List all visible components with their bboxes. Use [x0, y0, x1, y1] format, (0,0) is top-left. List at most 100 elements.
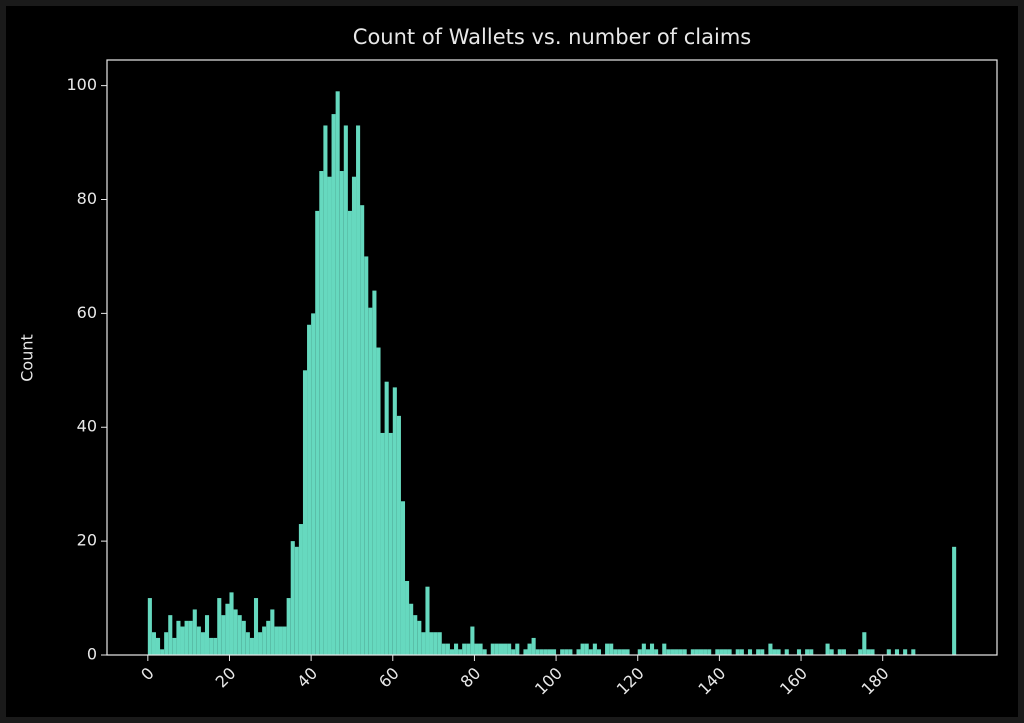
bar [886, 649, 891, 655]
bar [511, 649, 516, 655]
bar [474, 643, 479, 655]
bar [641, 643, 646, 655]
bar [776, 649, 781, 655]
bar [490, 643, 495, 655]
bar [715, 649, 720, 655]
bar [200, 632, 205, 655]
bar [380, 432, 385, 655]
bar [580, 643, 585, 655]
bar [233, 609, 238, 655]
bar [441, 643, 446, 655]
bar [360, 205, 365, 655]
bar [592, 643, 597, 655]
bar [298, 524, 303, 655]
bar [384, 381, 389, 655]
bar [368, 307, 373, 655]
bar [503, 643, 508, 655]
bar [609, 643, 614, 655]
bar [637, 649, 642, 655]
bar [768, 643, 773, 655]
bar [400, 501, 406, 655]
bar [335, 91, 340, 655]
y-tick-label: 0 [87, 645, 97, 664]
bar [498, 643, 504, 655]
bar [809, 649, 814, 655]
bar [151, 632, 156, 655]
bar [560, 649, 565, 655]
chart-title: Count of Wallets vs. number of claims [353, 25, 751, 49]
y-tick-label: 100 [66, 75, 97, 94]
bar [462, 643, 467, 655]
bar [747, 649, 753, 655]
bar [192, 609, 197, 655]
bar [343, 125, 348, 656]
bar [588, 649, 593, 655]
bar [286, 598, 291, 655]
bar [576, 649, 581, 655]
bar [331, 114, 336, 655]
bar [703, 649, 708, 655]
bar [605, 643, 610, 655]
bar [262, 626, 267, 655]
bar [662, 643, 667, 655]
bar [739, 649, 744, 655]
bar [527, 643, 532, 655]
bar [392, 387, 397, 655]
bar [433, 632, 438, 655]
bar [155, 637, 161, 655]
bar [237, 615, 242, 655]
bar [327, 176, 332, 656]
bar [617, 649, 622, 655]
bar [862, 632, 867, 655]
bar [666, 649, 671, 655]
bar [760, 649, 765, 655]
bar [719, 649, 724, 655]
bar [405, 580, 410, 655]
bar [866, 649, 871, 655]
bar [564, 649, 569, 655]
bar [253, 598, 259, 655]
bar [698, 649, 704, 655]
bar [482, 649, 487, 655]
bar [707, 649, 712, 655]
y-tick-label: 40 [77, 417, 97, 436]
bar [278, 626, 283, 655]
bar [674, 649, 679, 655]
bar [621, 649, 626, 655]
bar [531, 637, 536, 655]
bar [204, 615, 210, 655]
bar [196, 626, 201, 655]
bar [221, 615, 226, 655]
bar [841, 649, 846, 655]
bar [425, 586, 430, 655]
bar [552, 649, 557, 655]
bar [478, 643, 483, 655]
bar [319, 171, 324, 656]
bar [311, 313, 316, 655]
bar [258, 632, 263, 655]
bar [568, 649, 573, 655]
bar [911, 649, 916, 655]
bar [772, 649, 777, 655]
figure-background [6, 6, 1018, 717]
bar [547, 649, 552, 655]
bar [347, 210, 352, 655]
bar [249, 637, 254, 655]
bar [445, 643, 450, 655]
bar [645, 649, 650, 655]
bar [270, 609, 275, 655]
bar [409, 603, 414, 655]
bar [356, 125, 361, 656]
bar [523, 649, 528, 655]
bar [413, 615, 418, 655]
bar [266, 620, 271, 655]
bar [825, 643, 830, 655]
bar [539, 649, 544, 655]
bar [168, 615, 173, 655]
bar [429, 632, 434, 655]
bar [172, 637, 177, 655]
bar [690, 649, 695, 655]
bar [649, 643, 655, 655]
bar [613, 649, 618, 655]
